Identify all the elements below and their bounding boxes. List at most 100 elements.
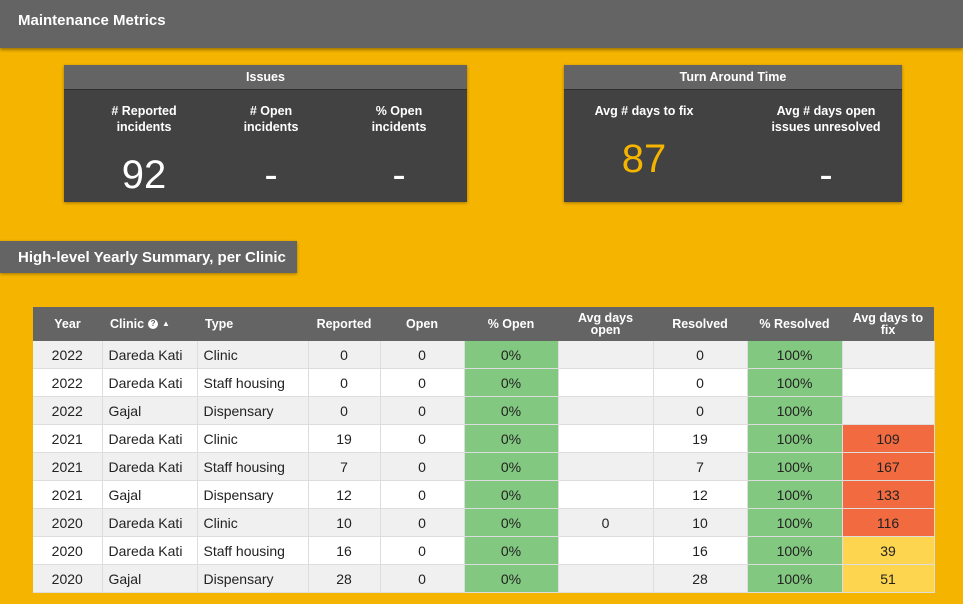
cell-type: Dispensary bbox=[197, 564, 309, 593]
cell-year: 2022 bbox=[33, 368, 103, 397]
turnaround-card-title: Turn Around Time bbox=[564, 65, 902, 90]
col-header-label: Clinic bbox=[110, 316, 145, 331]
cell-year: 2021 bbox=[33, 424, 103, 453]
cell-pct-resolved: 100% bbox=[747, 564, 843, 593]
table-row[interactable]: 2020 Dareda Kati Staff housing 16 0 0% 16 100% 3… bbox=[33, 536, 935, 565]
cell-type: Dispensary bbox=[197, 396, 309, 425]
col-header-avg-days-open[interactable]: Avg days open bbox=[558, 307, 653, 341]
table-row[interactable]: 2020 Dareda Kati Clinic 10 0 0% 0 10 100% 116 bbox=[33, 508, 935, 537]
table-body: 2022 Dareda Kati Clinic 0 0 0% 0 100% 2022 Dareda… bbox=[33, 341, 935, 593]
cell-avg-days-to-fix bbox=[842, 396, 935, 425]
table-row[interactable]: 2020 Gajal Dispensary 28 0 0% 28 100% 51 bbox=[33, 564, 935, 593]
cell-avg-days-open bbox=[558, 452, 654, 481]
cell-resolved: 28 bbox=[653, 564, 748, 593]
turnaround-card: Turn Around Time Avg # days to fix 87 Av… bbox=[564, 65, 902, 202]
help-icon[interactable]: ? bbox=[148, 319, 159, 330]
col-header-reported[interactable]: Reported bbox=[308, 307, 380, 341]
summary-title-text: High-level Yearly Summary, per Clinic bbox=[18, 249, 286, 266]
col-header-open[interactable]: Open bbox=[380, 307, 464, 341]
metric-label: Avg # days to fix bbox=[594, 104, 694, 118]
cell-reported: 0 bbox=[308, 341, 381, 369]
col-header-year[interactable]: Year bbox=[33, 307, 102, 341]
cell-avg-days-open bbox=[558, 396, 654, 425]
cell-resolved: 19 bbox=[653, 424, 748, 453]
cell-avg-days-open bbox=[558, 424, 654, 453]
metric-value: - bbox=[392, 153, 406, 197]
metric-label: Avg # days open issues unresolved bbox=[771, 104, 881, 134]
cell-pct-open: 0% bbox=[464, 424, 559, 453]
col-header-resolved[interactable]: Resolved bbox=[653, 307, 747, 341]
cell-reported: 16 bbox=[308, 536, 381, 565]
cell-reported: 28 bbox=[308, 564, 381, 593]
cell-avg-days-to-fix bbox=[842, 341, 935, 369]
cell-type: Clinic bbox=[197, 508, 309, 537]
cell-reported: 0 bbox=[308, 396, 381, 425]
cell-pct-resolved: 100% bbox=[747, 508, 843, 537]
metric-reported-incidents: # Reported incidents 92 bbox=[84, 103, 204, 195]
cell-pct-resolved: 100% bbox=[747, 341, 843, 369]
metric-value: - bbox=[264, 153, 278, 197]
cell-resolved: 7 bbox=[653, 452, 748, 481]
cell-avg-days-to-fix: 39 bbox=[842, 536, 935, 565]
cell-year: 2021 bbox=[33, 480, 103, 509]
cell-pct-open: 0% bbox=[464, 368, 559, 397]
cell-open: 0 bbox=[380, 508, 465, 537]
cell-resolved: 0 bbox=[653, 368, 748, 397]
cell-clinic: Dareda Kati bbox=[102, 341, 198, 369]
table-header-row: Year Clinic? ▲ Type Reported Open % Open … bbox=[33, 307, 934, 341]
cell-type: Staff housing bbox=[197, 536, 309, 565]
table-row[interactable]: 2022 Dareda Kati Clinic 0 0 0% 0 100% bbox=[33, 341, 935, 369]
cell-reported: 0 bbox=[308, 368, 381, 397]
metric-label: # Open incidents bbox=[243, 104, 299, 134]
cell-type: Staff housing bbox=[197, 452, 309, 481]
cell-reported: 10 bbox=[308, 508, 381, 537]
metric-pct-open-incidents: % Open incidents - bbox=[354, 103, 444, 195]
cell-clinic: Dareda Kati bbox=[102, 452, 198, 481]
cell-clinic: Dareda Kati bbox=[102, 508, 198, 537]
cell-pct-resolved: 100% bbox=[747, 452, 843, 481]
table-row[interactable]: 2022 Dareda Kati Staff housing 0 0 0% 0 100% bbox=[33, 368, 935, 397]
cell-open: 0 bbox=[380, 536, 465, 565]
cell-open: 0 bbox=[380, 424, 465, 453]
table-row[interactable]: 2021 Dareda Kati Clinic 19 0 0% 19 100% 109 bbox=[33, 424, 935, 453]
cell-year: 2021 bbox=[33, 452, 103, 481]
cell-avg-days-open bbox=[558, 564, 654, 593]
table-row[interactable]: 2022 Gajal Dispensary 0 0 0% 0 100% bbox=[33, 396, 935, 425]
sort-ascending-icon[interactable]: ▲ bbox=[162, 319, 170, 329]
cell-pct-open: 0% bbox=[464, 396, 559, 425]
cell-resolved: 16 bbox=[653, 536, 748, 565]
cell-avg-days-open bbox=[558, 341, 654, 369]
page-title: Maintenance Metrics bbox=[18, 12, 166, 29]
cell-open: 0 bbox=[380, 564, 465, 593]
table-row[interactable]: 2021 Gajal Dispensary 12 0 0% 12 100% 133 bbox=[33, 480, 935, 509]
cell-open: 0 bbox=[380, 368, 465, 397]
cell-clinic: Dareda Kati bbox=[102, 368, 198, 397]
table-row[interactable]: 2021 Dareda Kati Staff housing 7 0 0% 7 100% 167 bbox=[33, 452, 935, 481]
cell-type: Clinic bbox=[197, 424, 309, 453]
cell-clinic: Gajal bbox=[102, 480, 198, 509]
col-header-pct-open[interactable]: % Open bbox=[464, 307, 558, 341]
cell-resolved: 10 bbox=[653, 508, 748, 537]
metric-avg-days-to-fix: Avg # days to fix 87 bbox=[586, 103, 702, 179]
cell-clinic: Gajal bbox=[102, 564, 198, 593]
cell-open: 0 bbox=[380, 341, 465, 369]
cell-avg-days-open bbox=[558, 480, 654, 509]
col-header-pct-resolved[interactable]: % Resolved bbox=[747, 307, 842, 341]
cell-year: 2022 bbox=[33, 396, 103, 425]
col-header-avg-days-to-fix[interactable]: Avg days to fix bbox=[842, 307, 934, 341]
cell-clinic: Gajal bbox=[102, 396, 198, 425]
metric-value: - bbox=[819, 153, 833, 197]
col-header-type[interactable]: Type bbox=[197, 307, 308, 341]
summary-section-title: High-level Yearly Summary, per Clinic bbox=[0, 241, 297, 273]
cell-avg-days-to-fix: 133 bbox=[842, 480, 935, 509]
col-header-clinic[interactable]: Clinic? ▲ bbox=[102, 307, 197, 341]
cell-avg-days-open bbox=[558, 368, 654, 397]
metric-label: # Reported incidents bbox=[111, 104, 177, 134]
cell-clinic: Dareda Kati bbox=[102, 536, 198, 565]
cell-year: 2020 bbox=[33, 536, 103, 565]
cell-avg-days-to-fix: 109 bbox=[842, 424, 935, 453]
metric-value: 87 bbox=[621, 137, 667, 181]
cell-avg-days-to-fix bbox=[842, 368, 935, 397]
metric-label: % Open incidents bbox=[371, 104, 427, 134]
cell-pct-open: 0% bbox=[464, 341, 559, 369]
